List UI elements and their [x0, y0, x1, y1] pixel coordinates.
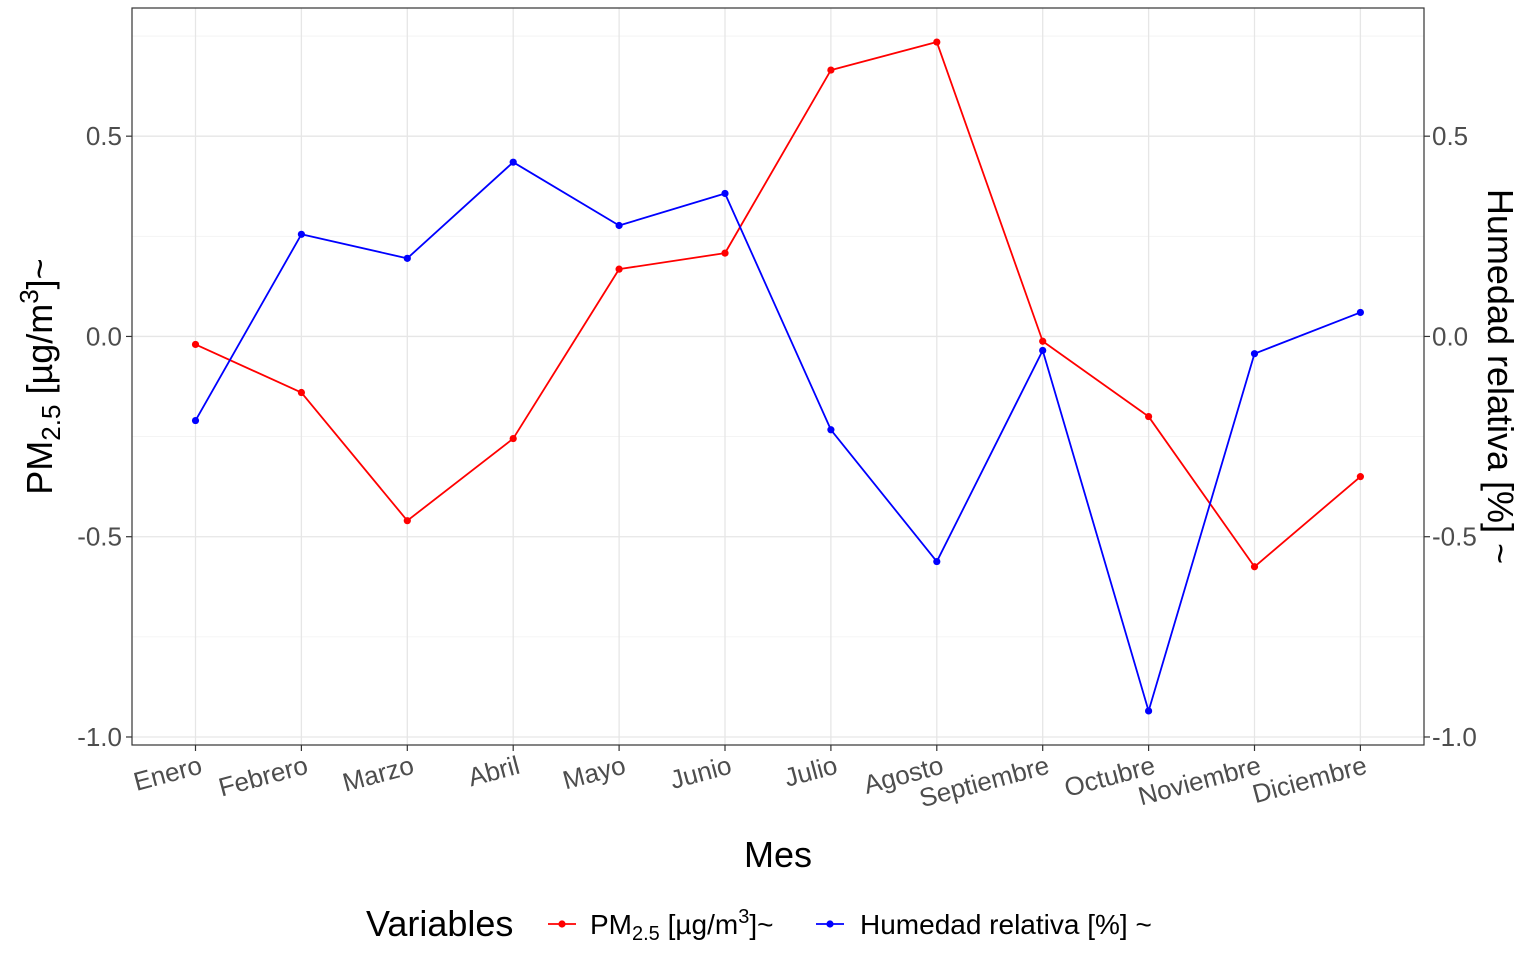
- data-point: [191, 416, 200, 425]
- grid-lines: [132, 8, 1424, 745]
- y-left-title-mid: [µg/m: [19, 304, 60, 405]
- y-left-title-base: PM: [19, 441, 60, 495]
- series-layer: [191, 38, 1364, 715]
- series-line: [195, 41, 1361, 568]
- data-point: [1145, 412, 1153, 421]
- data-point: [721, 249, 729, 257]
- legend-pm25-base: PM: [590, 909, 632, 940]
- data-point: [1039, 346, 1047, 355]
- y-left-tick-label: 0.0: [86, 321, 122, 351]
- data-point: [933, 557, 941, 566]
- data-point: [1250, 350, 1259, 358]
- legend-key-humedad: [816, 920, 844, 928]
- data-point: [1145, 707, 1153, 715]
- legend-label-humedad: Humedad relativa [%] ~: [860, 909, 1152, 940]
- legend-pm25-sup: 3: [738, 906, 749, 928]
- data-point: [509, 158, 517, 166]
- y-axis-left-title: PM2.5 [µg/m3]~: [14, 258, 66, 494]
- y-left-tick-label: -1.0: [77, 722, 122, 752]
- y-left-title-sup: 3: [14, 289, 44, 303]
- y-left-tick-label: -0.5: [77, 522, 122, 552]
- y-right-tick-label: 0.5: [1432, 121, 1468, 151]
- legend-key-point: [826, 920, 834, 928]
- data-point: [1356, 308, 1364, 317]
- legend-key-point: [558, 920, 566, 928]
- legend-title: Variables: [366, 903, 513, 944]
- legend-key-pm25: [548, 920, 576, 928]
- data-point: [615, 265, 623, 273]
- data-point: [933, 38, 941, 46]
- y-left-title-sub: 2.5: [36, 405, 66, 441]
- data-point: [827, 426, 835, 434]
- data-point: [1356, 473, 1364, 481]
- data-point: [297, 388, 305, 397]
- data-point: [1039, 337, 1047, 345]
- data-point: [297, 230, 305, 238]
- y-right-tick-label: -1.0: [1432, 722, 1477, 752]
- legend-label-pm25: PM2.5 [µg/m3]~: [590, 906, 773, 945]
- data-point: [615, 221, 623, 230]
- legend-pm25-end: ]~: [749, 909, 773, 940]
- y-left-title-end: ]~: [19, 258, 60, 289]
- data-point: [403, 517, 411, 525]
- data-point: [509, 434, 517, 443]
- data-point: [191, 340, 200, 349]
- data-point: [403, 254, 411, 262]
- series-line: [194, 161, 1361, 712]
- legend-pm25-mid: [µg/m: [660, 909, 738, 940]
- plot-panel-border: [131, 7, 1425, 746]
- legend: Variables PM2.5 [µg/m3]~ Humedad relativ…: [366, 903, 1152, 945]
- x-axis-title: Mes: [744, 834, 812, 875]
- y-right-tick-label: -0.5: [1432, 522, 1477, 552]
- y-axis-right-title: Humedad relativa [%] ~: [1480, 189, 1521, 564]
- data-point: [721, 189, 729, 198]
- y-left-tick-label: 0.5: [86, 121, 122, 151]
- data-point: [1250, 563, 1259, 571]
- legend-pm25-sub: 2.5: [632, 923, 660, 945]
- y-right-tick-label: 0.0: [1432, 321, 1468, 351]
- data-point: [827, 66, 835, 74]
